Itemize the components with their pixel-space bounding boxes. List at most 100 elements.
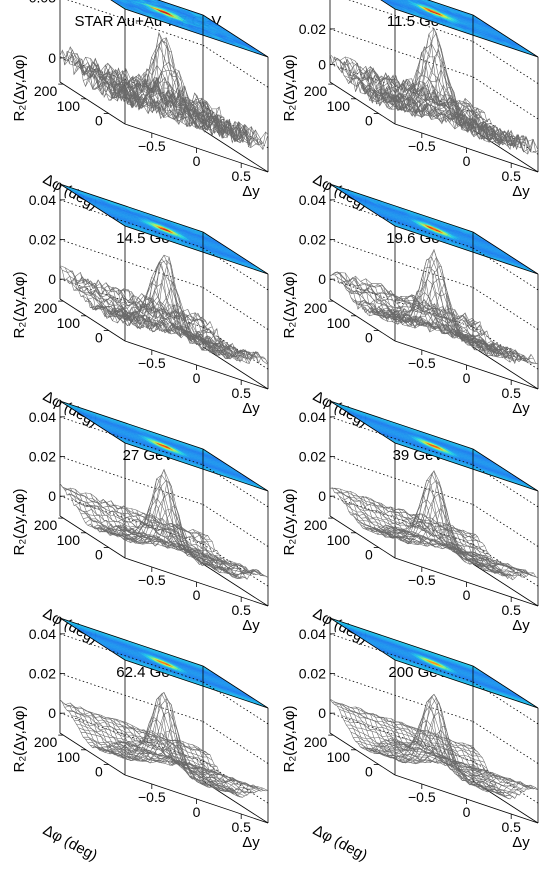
z-tick-label: 0.02 (29, 232, 56, 248)
chart-panel-3: 14.5 GeV0.040.020−0.500.52001000R₂(Δy,Δφ… (11, 183, 269, 430)
plot-box (58, 0, 269, 173)
heatmap-projection (329, 183, 539, 275)
heatmap-projection (329, 400, 539, 492)
z-tick-label: 0.04 (299, 409, 326, 425)
y-tick-label: 0 (365, 330, 373, 346)
x-axis-label: Δy (242, 400, 260, 417)
z-tick-label: 0 (48, 705, 56, 721)
z-tick-label: 0.02 (29, 666, 56, 682)
z-tick-label: 0.04 (29, 626, 56, 642)
y-tick-label: 100 (327, 749, 351, 765)
x-tick-label: 0 (193, 804, 201, 820)
z-axis-label: R₂(Δy,Δφ) (11, 489, 28, 556)
x-tick-label: 0 (463, 370, 471, 386)
y-tick-label: 200 (34, 517, 58, 533)
z-axis-label: R₂(Δy,Δφ) (281, 55, 298, 122)
y-axis-label: Δφ (deg) (310, 822, 370, 865)
z-axis-label: R₂(Δy,Δφ) (11, 272, 28, 339)
y-tick-label: 0 (95, 113, 103, 129)
surface-mesh (59, 691, 269, 798)
chart-panel-6: 39 GeV0.040.020−0.500.52001000R₂(Δy,Δφ)Δ… (281, 400, 539, 647)
surface-mesh (329, 27, 539, 155)
x-tick-label: 0.5 (501, 819, 521, 835)
y-tick-label: 200 (34, 734, 58, 750)
surface-mesh (59, 254, 269, 365)
z-tick-label: 0.02 (299, 449, 326, 465)
heatmap-cell (392, 0, 398, 2)
heatmap-cell (125, 0, 132, 2)
heatmap-projection (59, 617, 269, 709)
surface-mesh (59, 468, 269, 580)
y-tick-label: 200 (304, 734, 328, 750)
chart-panel-8: 200 GeV0.040.020−0.500.52001000R₂(Δy,Δφ)… (281, 617, 539, 865)
x-tick-label: 0.5 (231, 385, 251, 401)
heatmap-cell (387, 0, 392, 2)
heatmap-cell (115, 0, 119, 1)
z-axis-label: R₂(Δy,Δφ) (281, 706, 298, 773)
x-tick-label: −0.5 (138, 138, 166, 154)
plot-box (58, 617, 269, 824)
z-axis-label: R₂(Δy,Δφ) (281, 272, 298, 339)
x-tick-label: 0 (193, 153, 201, 169)
z-tick-label: 0 (48, 488, 56, 504)
y-tick-label: 0 (95, 764, 103, 780)
heatmap-cell (395, 0, 402, 2)
z-tick-label: 0 (318, 271, 326, 287)
heatmap-cell (407, 0, 412, 2)
y-tick-label: 0 (95, 330, 103, 346)
plot-box (58, 400, 269, 607)
y-tick-label: 200 (34, 83, 58, 99)
chart-panel-5: 27 GeV0.040.020−0.500.52001000R₂(Δy,Δφ)Δ… (11, 400, 269, 647)
x-tick-label: −0.5 (408, 572, 436, 588)
x-tick-label: −0.5 (408, 789, 436, 805)
z-axis-label: R₂(Δy,Δφ) (11, 55, 28, 122)
heatmap-cell (135, 0, 139, 1)
x-tick-label: 0 (463, 587, 471, 603)
z-tick-label: 0.04 (299, 0, 326, 2)
z-tick-label: 0.02 (29, 449, 56, 465)
y-tick-label: 0 (365, 547, 373, 563)
heatmap-cell (140, 0, 145, 2)
plot-box (328, 183, 539, 390)
y-axis-label: Δφ (deg) (40, 822, 100, 865)
x-tick-label: 0 (193, 587, 201, 603)
y-tick-label: 100 (327, 532, 351, 548)
x-tick-label: 0.5 (231, 602, 251, 618)
heatmap-cell (415, 0, 422, 2)
y-tick-label: 100 (57, 98, 81, 114)
plot-box (328, 617, 539, 824)
heatmap-projection (59, 183, 269, 275)
z-tick-label: 0.02 (299, 232, 326, 248)
z-tick-label: 0 (48, 50, 56, 66)
heatmap-cell (405, 0, 409, 1)
x-tick-label: −0.5 (408, 355, 436, 371)
x-tick-label: −0.5 (138, 572, 166, 588)
z-tick-label: 0.02 (299, 666, 326, 682)
heatmap-cell (132, 0, 135, 1)
z-tick-label: 0 (318, 488, 326, 504)
z-tick-label: 0.04 (299, 626, 326, 642)
heatmap-cell (402, 0, 405, 1)
heatmap-cell (112, 0, 115, 1)
x-tick-label: 0 (463, 804, 471, 820)
heatmap-cell (410, 0, 415, 2)
y-tick-label: 200 (304, 83, 328, 99)
heatmap-cell (385, 0, 389, 1)
z-axis-label: R₂(Δy,Δφ) (281, 489, 298, 556)
surface-mesh (329, 470, 539, 581)
y-tick-label: 100 (57, 315, 81, 331)
plot-box (328, 400, 539, 607)
heatmap-cell (142, 0, 148, 2)
z-axis-label: R₂(Δy,Δφ) (11, 706, 28, 773)
y-tick-label: 100 (57, 532, 81, 548)
heatmap-projection (110, 0, 269, 58)
z-tick-label: 0 (318, 56, 326, 72)
x-tick-label: 0 (193, 370, 201, 386)
heatmap-cell (145, 0, 152, 2)
x-axis-label: Δy (242, 834, 260, 851)
chart-panel-7: 62.4 GeV0.040.020−0.500.52001000R₂(Δy,Δφ… (11, 617, 269, 865)
z-tick-label: 0.04 (29, 192, 56, 208)
x-tick-label: 0.5 (501, 385, 521, 401)
z-tick-label: 0.04 (299, 192, 326, 208)
surface-mesh (329, 248, 539, 365)
